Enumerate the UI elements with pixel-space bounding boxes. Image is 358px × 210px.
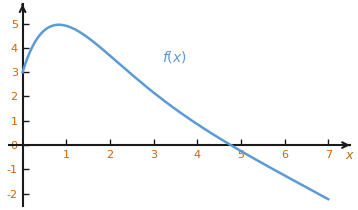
- Text: $f(x)$: $f(x)$: [162, 49, 187, 65]
- Text: x: x: [346, 150, 353, 163]
